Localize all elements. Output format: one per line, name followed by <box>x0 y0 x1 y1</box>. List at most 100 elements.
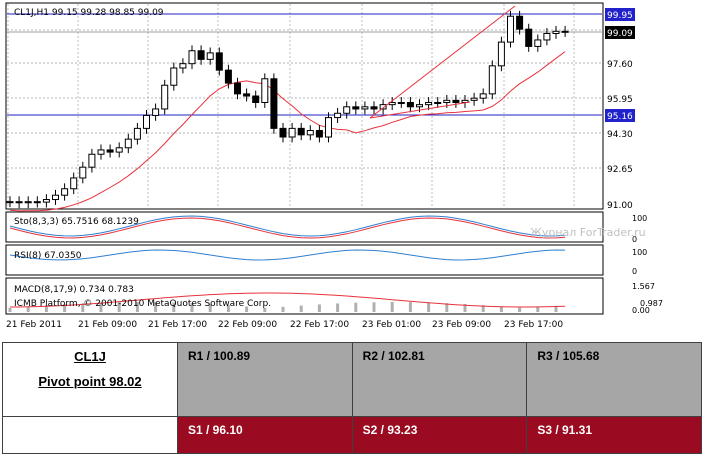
candle-body <box>479 93 487 99</box>
candle-body <box>434 101 442 104</box>
candle-body <box>315 130 323 138</box>
candle-body <box>543 32 551 41</box>
sto-signal-line <box>9 217 566 239</box>
candle-body <box>206 52 214 60</box>
candle-body <box>234 82 241 95</box>
sto-label: Sto(8,3,3) 65.7516 68.1239 <box>14 217 139 227</box>
candle-body <box>161 84 169 110</box>
candle-body <box>124 138 132 149</box>
s2-cell: S2 / 93.23 <box>351 415 528 455</box>
candle-body <box>279 127 287 138</box>
pivot-point: Pivot point 98.02 <box>38 374 142 389</box>
sto-main-line <box>9 215 566 237</box>
candle-body <box>552 30 560 34</box>
candle-body <box>215 52 223 71</box>
candle-body <box>397 101 405 104</box>
candle-body <box>297 127 305 136</box>
candle-body <box>33 201 41 204</box>
level-badge-upper <box>605 8 635 21</box>
moving-average-line <box>9 51 566 212</box>
time-label-1: 21 Feb 09:00 <box>78 320 137 330</box>
resistance-row: CL1J Pivot point 98.02 R1 / 100.89 R2 / … <box>2 342 702 417</box>
chart-canvas[interactable]: CL1J,H1 99.15 99.28 98.85 99.09 Sto(8,3,… <box>0 0 704 334</box>
level-badge-lower <box>605 109 635 122</box>
candle-body <box>261 78 269 103</box>
candle-body <box>425 101 433 106</box>
candle-body <box>352 106 360 110</box>
candle-body <box>115 147 123 153</box>
candle-body <box>334 112 342 119</box>
candle-body <box>488 65 496 95</box>
price-axis: 99.95 99.09 97.60 95.95 95.16 94.30 92.6… <box>605 8 663 315</box>
level-lines <box>7 13 602 116</box>
candle-body <box>361 106 369 110</box>
macd-panel <box>5 277 604 315</box>
candle-body <box>416 104 423 108</box>
r2-cell: R2 / 102.81 <box>351 342 528 417</box>
time-label-3: 22 Feb 09:00 <box>218 320 277 330</box>
price-label-94-30: 94.30 <box>607 130 633 140</box>
time-label-4: 22 Feb 17:00 <box>290 320 349 330</box>
rsi-line <box>9 249 566 261</box>
time-label-0: 21 Feb 2011 <box>6 320 62 330</box>
r3-cell: R3 / 105.68 <box>526 342 702 417</box>
macd-signal-line <box>10 292 566 308</box>
candle-body <box>252 95 260 103</box>
rsi-scale-top: 100 <box>632 248 647 257</box>
macd-scale-top: 1.567 <box>632 282 655 291</box>
candle-body <box>197 50 205 60</box>
trend-line-upper <box>369 5 516 119</box>
s1-cell: S1 / 96.10 <box>177 415 353 455</box>
rsi-label: RSI(8) 67.0350 <box>14 251 82 261</box>
candle-body <box>224 69 232 84</box>
candle-body <box>270 78 278 129</box>
candle-body <box>534 39 542 47</box>
candle-body <box>179 63 187 69</box>
r1-cell: R1 / 100.89 <box>177 342 353 417</box>
trend-lines <box>369 5 516 119</box>
candle-body <box>24 201 32 204</box>
watermark-text: Журнал ForTrader.ru <box>530 226 646 239</box>
candle-body <box>143 114 150 129</box>
macd-scale-bottom: 0.00 <box>632 306 650 315</box>
candle-body <box>6 201 14 204</box>
candle-body <box>470 97 478 101</box>
candle-body <box>88 153 96 168</box>
price-label-91-00: 91.00 <box>607 201 633 211</box>
rsi-scale-bottom: 0 <box>632 267 637 276</box>
candle-body <box>443 99 451 103</box>
s3-cell: S3 / 91.31 <box>526 415 702 455</box>
price-label-97-60: 97.60 <box>607 60 633 70</box>
pivot-table: CL1J Pivot point 98.02 R1 / 100.89 R2 / … <box>2 342 702 455</box>
candle-body <box>188 50 196 65</box>
candle-body <box>61 188 69 196</box>
price-chart[interactable]: CL1J,H1 99.15 99.28 98.85 99.09 Sto(8,3,… <box>0 0 704 334</box>
symbol-cell: CL1J Pivot point 98.02 <box>2 342 178 417</box>
candle-body <box>525 28 533 47</box>
current-price-badge <box>605 26 635 39</box>
indicator-lines <box>8 215 566 312</box>
candle-body <box>379 104 387 110</box>
price-label-95-95: 95.95 <box>607 95 633 105</box>
candle-body <box>106 149 114 153</box>
main-panel <box>5 2 604 210</box>
candle-body <box>561 30 569 33</box>
candle-body <box>406 101 414 108</box>
level-badge-lower-text: 95.16 <box>607 112 633 122</box>
candle-body <box>15 201 23 204</box>
candle-body <box>70 177 78 190</box>
sto-scale-top: 100 <box>632 214 647 223</box>
sto-panel <box>5 211 604 243</box>
candle-body <box>152 108 160 116</box>
rsi-panel <box>5 244 604 276</box>
candle-body <box>133 127 141 140</box>
time-label-7: 23 Feb 17:00 <box>504 320 563 330</box>
candle-body <box>97 149 105 155</box>
candle-body <box>343 106 351 114</box>
candle-body <box>42 199 50 203</box>
ma-polyline <box>9 51 566 212</box>
candle-body <box>516 15 524 30</box>
copyright-text: ICMB Platform, © 2001-2010 MetaQuotes So… <box>14 299 271 309</box>
time-label-5: 23 Feb 01:00 <box>362 320 421 330</box>
candle-body <box>243 93 251 97</box>
